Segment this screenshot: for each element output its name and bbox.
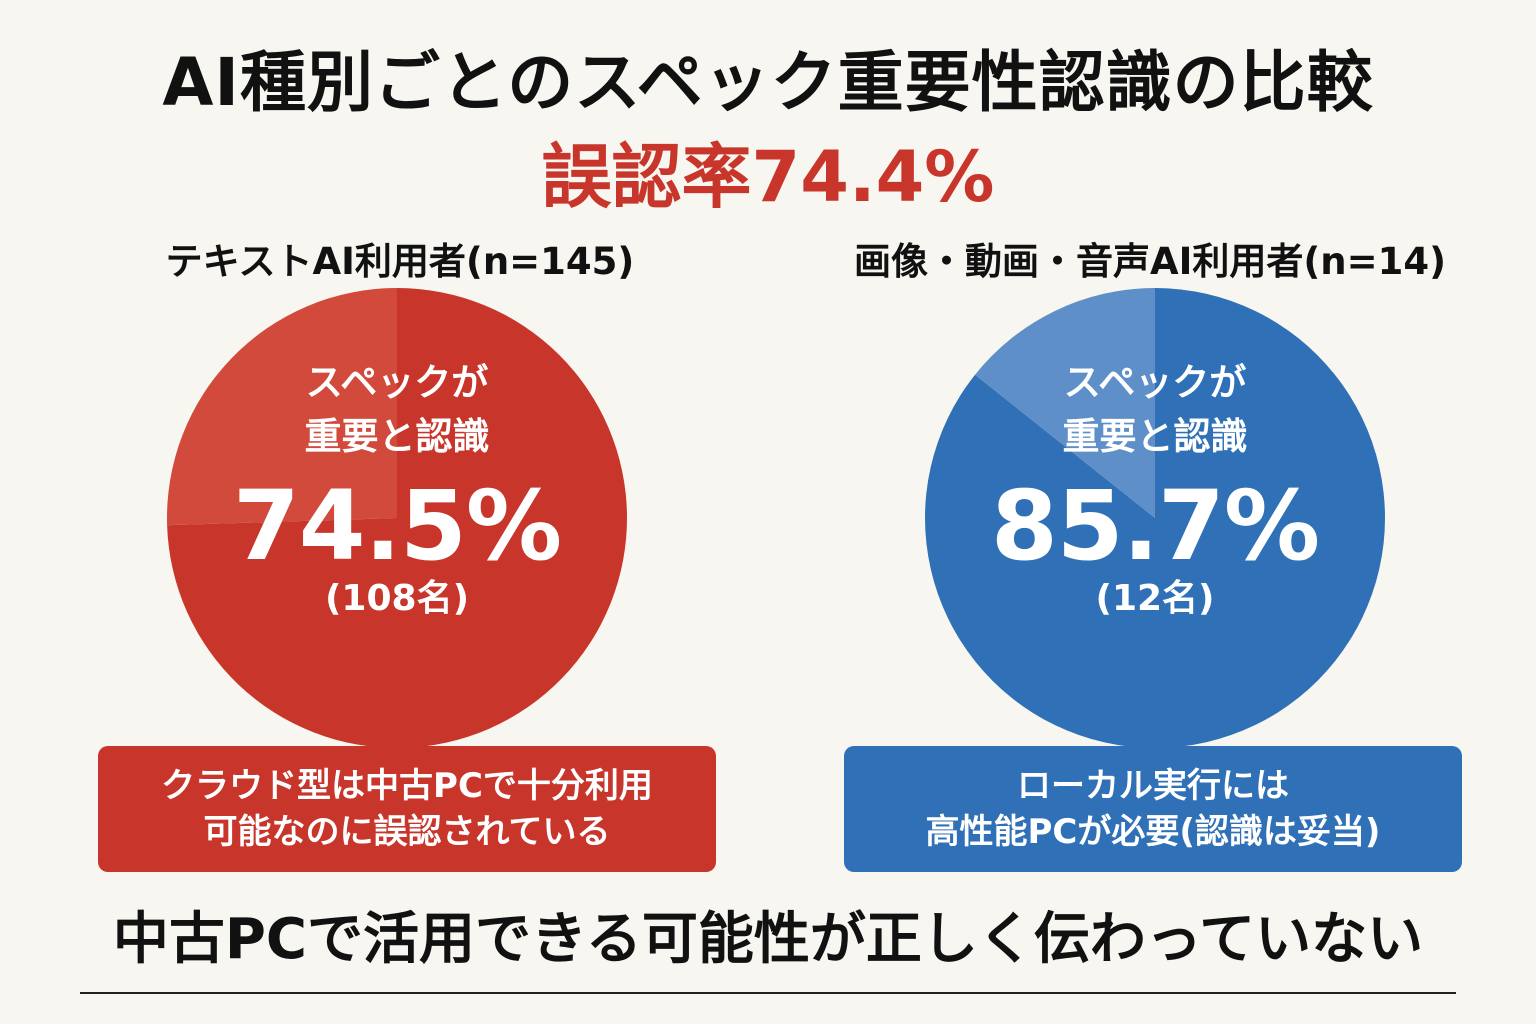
page-title: AI種別ごとのスペック重要性認識の比較: [162, 44, 1374, 121]
note-line: クラウド型は中古PCで十分利用: [161, 766, 653, 806]
pie-slice-recognized: [167, 288, 627, 748]
pie-center-value: 74.5%: [232, 470, 562, 582]
conclusion-text: 中古PCで活用できる可能性が正しく伝わっていない: [112, 907, 1424, 972]
pie-svg-media-ai: [925, 288, 1385, 748]
misrecognition-rate: 誤認率74.4%: [541, 136, 995, 218]
pie-center-count: (12名): [1095, 578, 1215, 619]
pie-slice-other: [975, 288, 1155, 518]
chart-title-media-ai: 画像・動画・音声AI利用者(n=14): [853, 240, 1447, 283]
pie-center-label-line: 重要と認識: [304, 415, 490, 458]
pie-slice-other: [167, 288, 397, 526]
pie-center-label-line: スペックが: [1063, 361, 1247, 404]
note-line: 高性能PCが必要(認識は妥当): [925, 812, 1381, 852]
pie-svg-text-ai: [167, 288, 627, 748]
pie-center-label-line: 重要と認識: [1062, 415, 1248, 458]
pie-center-value: 85.7%: [990, 470, 1320, 582]
chart-title-text-ai: テキストAI利用者(n=145): [165, 240, 635, 283]
pie-chart-media-ai: スペックが 重要と認識 85.7% (12名): [925, 288, 1385, 748]
pie-center-count: (108名): [324, 578, 470, 619]
pie-chart-text-ai: スペックが 重要と認識 74.5% (108名): [167, 288, 627, 748]
note-cloud-ai: クラウド型は中古PCで十分利用 可能なのに誤認されている: [98, 746, 716, 872]
note-line: ローカル実行には: [1016, 766, 1289, 806]
note-line: 可能なのに誤認されている: [203, 812, 611, 852]
pie-center-label: スペックが 重要と認識: [925, 356, 1385, 464]
note-local-ai: ローカル実行には 高性能PCが必要(認識は妥当): [844, 746, 1462, 872]
pie-center-label: スペックが 重要と認識: [167, 356, 627, 464]
bottom-divider: [80, 992, 1456, 994]
pie-center-label-line: スペックが: [305, 361, 489, 404]
